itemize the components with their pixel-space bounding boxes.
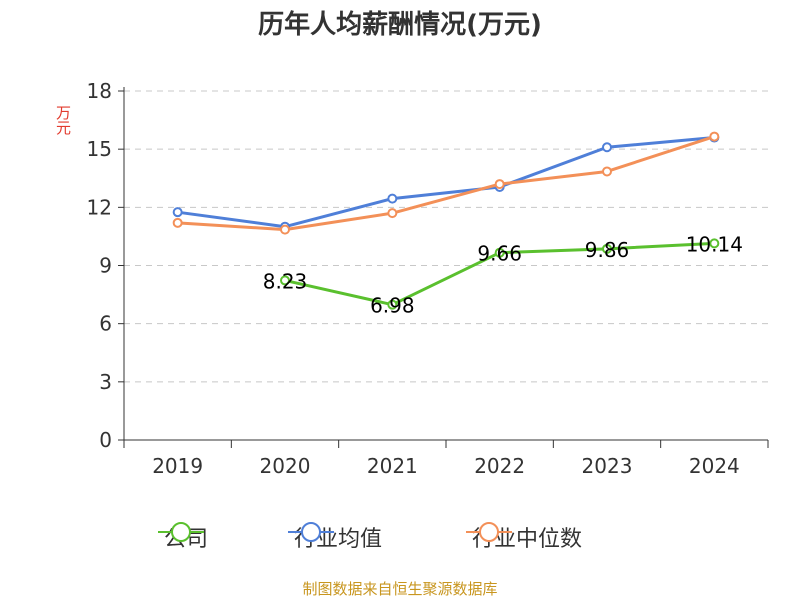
x-tick-label: 2019 — [152, 454, 203, 478]
source-note: 制图数据来自恒生聚源数据库 — [302, 580, 498, 598]
data-point — [387, 208, 398, 219]
legend-line-marker — [158, 522, 204, 542]
data-point — [602, 166, 612, 177]
data-label: 6.98 — [370, 294, 415, 318]
data-label: 8.23 — [263, 269, 308, 293]
series-line — [176, 135, 716, 232]
data-label: 9.86 — [585, 238, 630, 262]
chart-legend: 公司 行业均值 行业中位数 — [0, 520, 800, 554]
y-tick-label: 12 — [87, 195, 112, 219]
x-tick-label: 2023 — [582, 454, 633, 478]
legend-item-industry-median[interactable]: 行业中位数 — [466, 520, 582, 554]
y-tick-label: 15 — [87, 137, 112, 161]
y-tick-label: 6 — [99, 312, 112, 336]
data-point — [709, 131, 720, 142]
legend-item-company[interactable]: 公司 — [158, 520, 208, 554]
chart-title: 历年人均薪酬情况(万元) — [258, 10, 542, 40]
data-label: 10.14 — [686, 232, 743, 256]
series-line — [176, 136, 716, 229]
data-point — [709, 238, 720, 249]
x-tick-label: 2021 — [367, 454, 418, 478]
data-point — [387, 299, 398, 310]
data-point — [172, 217, 183, 228]
data-point — [280, 224, 290, 235]
legend-line-marker — [466, 522, 512, 542]
y-tick-label: 0 — [99, 428, 112, 452]
data-point — [387, 193, 398, 204]
x-tick-label: 2022 — [474, 454, 525, 478]
data-point — [602, 142, 612, 153]
line-chart: 0 3 6 9 12 15 18 2019 2020 2021 2022 2023 2024 8.23 6.… — [87, 79, 769, 478]
data-point — [494, 247, 505, 258]
y-tick-label: 9 — [99, 254, 112, 278]
legend-line-marker — [288, 522, 334, 542]
x-tick-label: 2024 — [689, 454, 740, 478]
data-point — [172, 207, 183, 218]
data-point — [602, 243, 612, 254]
y-tick-label: 18 — [87, 79, 112, 103]
data-point — [494, 179, 505, 190]
legend-item-industry-mean[interactable]: 行业均值 — [288, 520, 382, 554]
y-axis-label: 万元 — [54, 105, 72, 135]
data-label: 9.66 — [477, 242, 522, 266]
x-tick-label: 2020 — [260, 454, 311, 478]
y-tick-label: 3 — [99, 370, 112, 394]
data-point — [280, 275, 290, 286]
